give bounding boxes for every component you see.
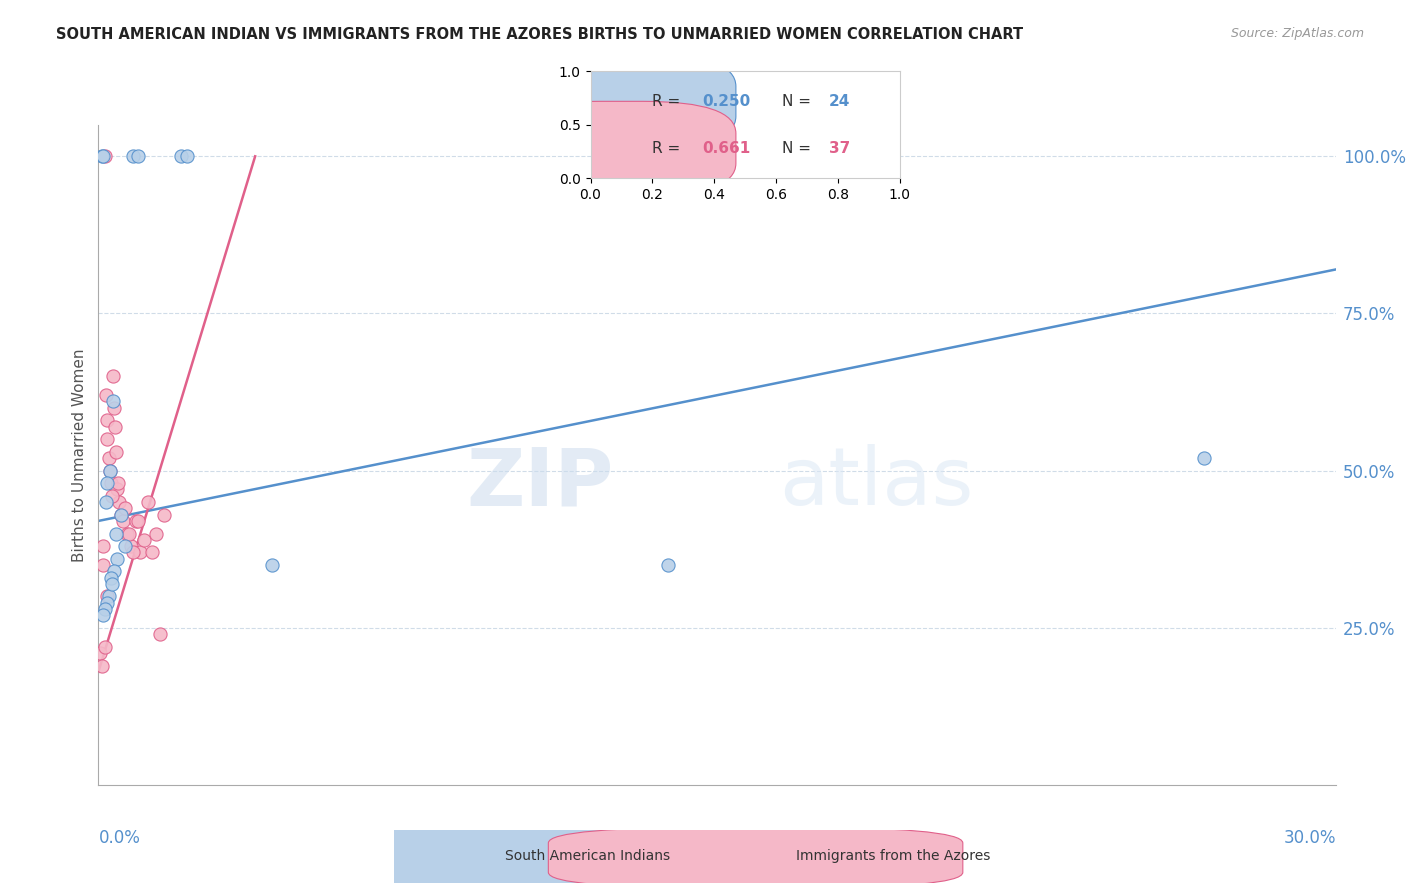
Point — [93, 149, 115, 163]
Point — [114, 539, 136, 553]
Point — [103, 401, 125, 415]
Point — [96, 432, 118, 446]
Point — [1192, 451, 1215, 466]
Text: R =: R = — [652, 94, 681, 109]
Point — [93, 640, 115, 654]
Point — [98, 464, 121, 478]
Point — [104, 444, 127, 458]
FancyBboxPatch shape — [257, 827, 672, 888]
Text: N =: N = — [782, 94, 811, 109]
Point — [96, 590, 118, 604]
Point — [96, 596, 118, 610]
Point — [128, 545, 150, 559]
Point — [117, 526, 139, 541]
Point — [100, 476, 122, 491]
Point — [90, 658, 112, 673]
Point — [98, 464, 121, 478]
Point — [127, 149, 149, 163]
Text: 24: 24 — [828, 94, 851, 109]
Point — [105, 483, 128, 497]
Point — [100, 489, 122, 503]
Point — [136, 495, 159, 509]
Point — [94, 495, 117, 509]
Text: South American Indians: South American Indians — [505, 849, 671, 863]
Point — [260, 558, 283, 572]
Text: N =: N = — [782, 141, 811, 156]
Text: SOUTH AMERICAN INDIAN VS IMMIGRANTS FROM THE AZORES BIRTHS TO UNMARRIED WOMEN CO: SOUTH AMERICAN INDIAN VS IMMIGRANTS FROM… — [56, 27, 1024, 42]
Text: 0.661: 0.661 — [702, 141, 751, 156]
Point — [107, 476, 129, 491]
Point — [110, 508, 132, 522]
Text: 0.250: 0.250 — [702, 94, 751, 109]
Point — [91, 558, 114, 572]
Point — [93, 539, 115, 553]
Text: Immigrants from the Azores: Immigrants from the Azores — [796, 849, 990, 863]
Point — [122, 545, 145, 559]
Point — [127, 514, 149, 528]
Point — [114, 501, 136, 516]
Point — [93, 602, 115, 616]
Text: ZIP: ZIP — [467, 444, 614, 522]
Point — [120, 539, 142, 553]
Y-axis label: Births to Unmarried Women: Births to Unmarried Women — [72, 348, 87, 562]
Point — [100, 570, 122, 584]
Point — [176, 149, 198, 163]
Point — [122, 149, 145, 163]
Point — [97, 451, 120, 466]
FancyBboxPatch shape — [508, 54, 735, 148]
Point — [96, 476, 118, 491]
Point — [101, 369, 124, 384]
FancyBboxPatch shape — [548, 827, 963, 888]
Point — [91, 608, 114, 623]
Point — [657, 558, 679, 572]
Text: 0.0%: 0.0% — [98, 829, 141, 847]
Point — [89, 646, 111, 660]
Point — [101, 394, 124, 409]
Point — [104, 419, 127, 434]
Point — [108, 495, 131, 509]
Point — [149, 627, 172, 641]
Point — [153, 508, 176, 522]
Point — [97, 590, 120, 604]
Point — [94, 388, 117, 402]
Point — [104, 526, 127, 541]
Text: 30.0%: 30.0% — [1284, 829, 1336, 847]
Text: atlas: atlas — [779, 444, 973, 522]
Point — [112, 514, 135, 528]
Point — [141, 545, 163, 559]
FancyBboxPatch shape — [508, 102, 735, 195]
Text: R =: R = — [652, 141, 681, 156]
Point — [96, 413, 118, 427]
Text: 37: 37 — [828, 141, 851, 156]
Point — [170, 149, 193, 163]
Point — [145, 526, 167, 541]
Point — [103, 564, 125, 578]
Point — [93, 149, 115, 163]
Point — [118, 526, 141, 541]
Point — [105, 551, 128, 566]
Point — [124, 514, 146, 528]
Point — [132, 533, 155, 547]
Point — [90, 149, 112, 163]
Point — [110, 508, 132, 522]
Text: Source: ZipAtlas.com: Source: ZipAtlas.com — [1230, 27, 1364, 40]
Point — [100, 576, 122, 591]
